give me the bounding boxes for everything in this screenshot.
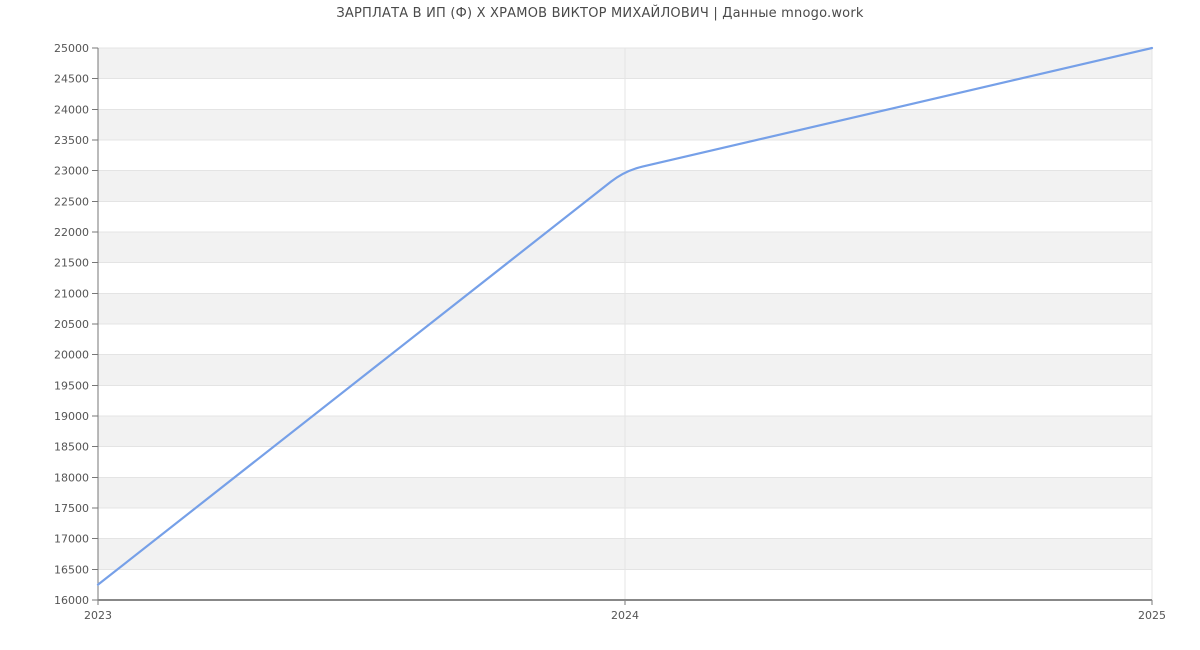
y-tick-label: 23500 bbox=[54, 134, 89, 147]
y-tick-label: 21500 bbox=[54, 257, 89, 270]
y-tick-label: 21000 bbox=[54, 287, 89, 300]
y-tick-label: 16500 bbox=[54, 563, 89, 576]
chart-title: ЗАРПЛАТА В ИП (Ф) Х ХРАМОВ ВИКТОР МИХАЙЛ… bbox=[336, 6, 864, 21]
y-tick-label: 23000 bbox=[54, 165, 89, 178]
y-tick-label: 18500 bbox=[54, 441, 89, 454]
x-tick-label: 2024 bbox=[611, 609, 639, 622]
x-tick-label: 2023 bbox=[84, 609, 112, 622]
y-tick-label: 16000 bbox=[54, 594, 89, 607]
y-tick-label: 24500 bbox=[54, 73, 89, 86]
y-tick-label: 18000 bbox=[54, 471, 89, 484]
y-tick-label: 19500 bbox=[54, 379, 89, 392]
y-tick-label: 17500 bbox=[54, 502, 89, 515]
salary-line bbox=[96, 46, 1154, 586]
y-tick-label: 22000 bbox=[54, 226, 89, 239]
x-tick-label: 2025 bbox=[1138, 609, 1166, 622]
y-tick-label: 19000 bbox=[54, 410, 89, 423]
y-tick-label: 25000 bbox=[54, 42, 89, 55]
y-tick-label: 20500 bbox=[54, 318, 89, 331]
y-tick-label: 22500 bbox=[54, 195, 89, 208]
y-tick-label: 17000 bbox=[54, 533, 89, 546]
y-tick-label: 24000 bbox=[54, 103, 89, 116]
y-tick-label: 20000 bbox=[54, 349, 89, 362]
